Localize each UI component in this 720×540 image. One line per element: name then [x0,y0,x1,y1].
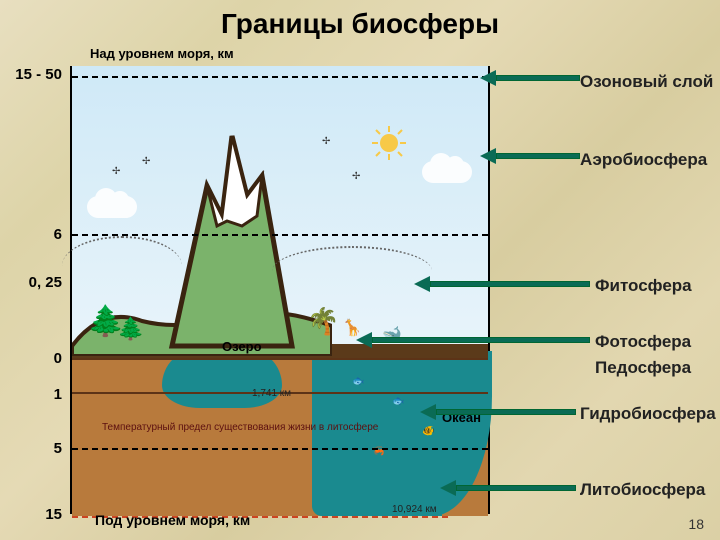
gridline [72,448,488,450]
mist-curve [62,236,182,296]
layer-label-litho: Литобиосфера [580,480,705,500]
y-label-4: 1 [6,386,62,403]
y-label-6: 15 [6,506,62,523]
axis-bottom-label: Под уровнем моря, км [95,512,250,528]
layer-label-photo: Фотосфера [595,332,691,352]
tree-icon: 🌲 [117,316,144,342]
layer-label-phyto: Фитосфера [595,276,692,296]
bird-icon: ✢ [322,136,330,147]
mountain [162,126,302,351]
y-label-3: 0 [6,350,62,367]
fish-icon: 🐟 [392,396,404,407]
layer-label-hydro: Гидробиосфера [580,404,716,424]
fish-icon: 🐠 [422,426,434,437]
gridline [72,76,488,78]
layer-label-pedo: Педосфера [595,358,691,378]
axis-top-label: Над уровнем моря, км [90,46,234,61]
palm-icon: 🌴 [307,306,339,337]
mist-curve [272,246,432,296]
sea-level-line [72,358,488,360]
y-label-2: 0, 25 [6,274,62,291]
cloud-icon [87,196,137,218]
layer-label-ozone: Озоновый слой [580,72,713,92]
y-label-5: 5 [6,440,62,457]
y-label-1: 6 [6,226,62,243]
fish-icon: 🐟 [352,376,364,387]
lake-label: Озеро [222,339,262,354]
cloud-icon [422,161,472,183]
bird-icon: ✢ [142,156,150,167]
page-title: Границы биосферы [0,8,720,40]
y-label-0: 15 - 50 [6,66,62,83]
bird-icon: ✢ [352,171,360,182]
layer-label-aerobio: Аэробиосфера [580,150,707,170]
depth-label-1: 1,741 км [252,388,291,399]
bird-icon: ✢ [112,166,120,177]
thermal-limit-text: Температурный предел существования жизни… [102,422,382,433]
gridline [72,234,488,236]
page-number: 18 [688,516,704,532]
sun-icon [372,126,406,160]
depth-label-2: 10,924 км [392,504,437,515]
